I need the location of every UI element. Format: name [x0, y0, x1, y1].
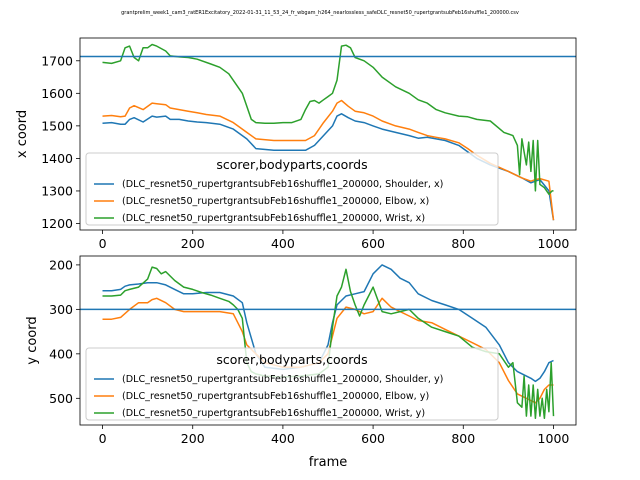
- y-tick-label: 300: [49, 302, 73, 317]
- x-tick-label: 200: [181, 236, 205, 251]
- series-line-elbow-y: [102, 297, 554, 404]
- axes-frame: [79, 37, 577, 231]
- legend-entry: (DLC_resnet50_rupertgrantsubFeb16shuffle…: [122, 408, 425, 419]
- y-tick-label: 1400: [41, 151, 73, 166]
- x-tick-label: 800: [451, 431, 475, 446]
- legend-entry: (DLC_resnet50_rupertgrantsubFeb16shuffle…: [122, 179, 443, 190]
- x-tick-label: 0: [99, 431, 107, 446]
- legend-entry: (DLC_resnet50_rupertgrantsubFeb16shuffle…: [122, 374, 443, 385]
- x-tick-label: 1000: [538, 431, 570, 446]
- y-axis-label: x coord: [15, 110, 30, 158]
- figure-title: grantprelim_week1_cam3_ratER1Excitatory_…: [121, 10, 519, 16]
- legend-title: scorer,bodyparts,coords: [216, 352, 367, 367]
- x-tick-label: 400: [271, 236, 295, 251]
- y-coord-axes: scorer,bodyparts,coords (DLC_resnet50_rup…: [25, 255, 577, 470]
- y-tick-label: 1600: [41, 86, 73, 101]
- y-tick-label: 1300: [41, 183, 73, 198]
- legend-entry: (DLC_resnet50_rupertgrantsubFeb16shuffle…: [122, 213, 425, 224]
- series-line-wrist-x: [102, 43, 554, 195]
- legend-frame: [85, 347, 499, 421]
- legend-title: scorer,bodyparts,coords: [216, 157, 367, 172]
- legend-entry: (DLC_resnet50_rupertgrantsubFeb16shuffle…: [122, 196, 429, 207]
- x-tick-label: 400: [271, 431, 295, 446]
- x-tick-label: 0: [99, 236, 107, 251]
- legend-frame: [85, 152, 499, 226]
- x-tick-label: 600: [361, 236, 385, 251]
- y-tick-label: 400: [49, 346, 73, 361]
- x-tick-label: 800: [451, 236, 475, 251]
- series-line-wrist-y: [102, 266, 555, 420]
- x-coord-axes: scorer,bodyparts,coords (DLC_resnet50_rup…: [15, 37, 577, 251]
- y-tick-label: 1200: [41, 216, 73, 231]
- y-axis-label: y coord: [25, 316, 40, 364]
- y-tick-label: 1700: [41, 53, 73, 68]
- legend-entry: (DLC_resnet50_rupertgrantsubFeb16shuffle…: [122, 391, 429, 402]
- legend: scorer,bodyparts,coords (DLC_resnet50_rup…: [85, 347, 499, 421]
- plot-area: [80, 264, 576, 420]
- y-tick-label: 200: [49, 257, 73, 272]
- x-tick-label: 600: [361, 431, 385, 446]
- x-tick-label: 1000: [538, 236, 570, 251]
- y-tick-label: 500: [49, 391, 73, 406]
- axes-frame: [79, 255, 577, 426]
- x-axis-label: frame: [309, 455, 348, 470]
- y-tick-label: 1500: [41, 118, 73, 133]
- legend: scorer,bodyparts,coords (DLC_resnet50_rup…: [85, 152, 499, 226]
- x-tick-label: 200: [181, 431, 205, 446]
